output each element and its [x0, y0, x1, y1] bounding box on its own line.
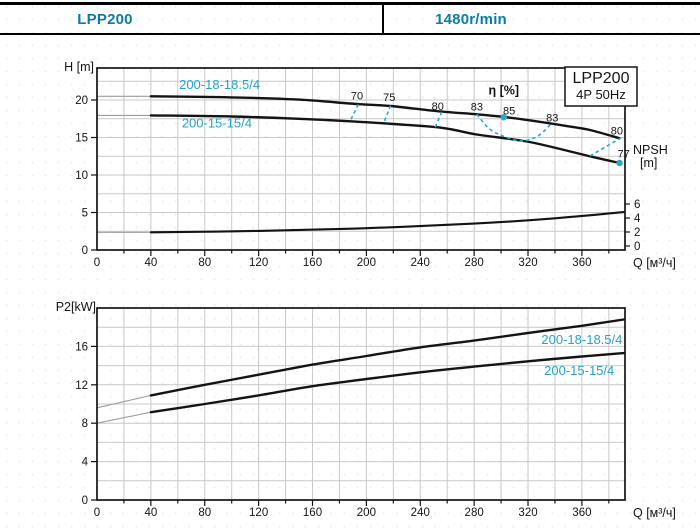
svg-text:H [m]: H [m] [64, 60, 94, 74]
svg-text:240: 240 [411, 507, 430, 519]
power-curve-labels: 200-18-18.5/4 200-15-15/4 [541, 332, 622, 378]
svg-text:0: 0 [82, 245, 88, 257]
svg-text:240: 240 [411, 257, 430, 269]
svg-text:0: 0 [94, 507, 100, 519]
svg-text:85: 85 [503, 105, 515, 117]
svg-text:5: 5 [82, 208, 88, 220]
svg-text:40: 40 [144, 257, 157, 269]
npsh-axis: 0 2 4 6 NPSH[m] [625, 143, 668, 253]
efficiency-markers: η [%] 70 75 80 83 85 83 80 77 [349, 83, 630, 167]
svg-text:80: 80 [198, 507, 211, 519]
svg-text:10: 10 [75, 170, 88, 182]
svg-text:0: 0 [82, 495, 88, 507]
svg-text:320: 320 [518, 507, 537, 519]
svg-text:360: 360 [572, 257, 591, 269]
svg-text:6: 6 [634, 199, 640, 211]
svg-text:320: 320 [518, 257, 537, 269]
power-axes: 0 40 80 120 160 200 240 280 320 360 0 4 8 12 16 P2[kW] Q… [56, 300, 676, 520]
svg-text:2: 2 [634, 227, 640, 239]
hq-curve-extensions [97, 95, 151, 233]
svg-text:P2[kW]: P2[kW] [56, 300, 96, 314]
svg-text:η [%]: η [%] [488, 83, 519, 97]
header-table: LPP200 1480r/min [0, 2, 700, 35]
svg-text:80: 80 [198, 257, 211, 269]
svg-text:20: 20 [75, 95, 88, 107]
svg-text:LPP200: LPP200 [573, 70, 630, 87]
svg-text:80: 80 [611, 126, 623, 138]
svg-text:77: 77 [618, 148, 630, 160]
header-model: LPP200 [77, 10, 133, 28]
header-divider [382, 5, 384, 33]
svg-text:280: 280 [465, 257, 484, 269]
svg-text:200: 200 [357, 257, 376, 269]
power-grid [97, 308, 625, 500]
svg-text:200-18-18.5/4: 200-18-18.5/4 [179, 77, 260, 92]
svg-text:NPSH: NPSH [633, 143, 668, 157]
svg-text:160: 160 [303, 507, 322, 519]
svg-text:[m]: [m] [640, 156, 657, 170]
svg-text:200-15-15/4: 200-15-15/4 [544, 363, 614, 378]
svg-text:40: 40 [144, 507, 157, 519]
hq-curve-labels: 200-18-18.5/4 200-15-15/4 [179, 77, 260, 130]
hq-grid [97, 68, 625, 250]
svg-text:160: 160 [303, 257, 322, 269]
power-curves [149, 318, 625, 414]
power-curve-extensions [96, 394, 152, 424]
svg-text:83: 83 [471, 102, 483, 114]
svg-text:280: 280 [465, 507, 484, 519]
header-speed: 1480r/min [435, 10, 507, 28]
svg-text:16: 16 [75, 341, 88, 353]
svg-text:120: 120 [249, 507, 268, 519]
svg-text:360: 360 [572, 507, 591, 519]
svg-text:200: 200 [357, 507, 376, 519]
svg-text:0: 0 [634, 241, 640, 253]
svg-text:4: 4 [82, 457, 89, 469]
svg-text:Q [м³/ч]: Q [м³/ч] [633, 256, 676, 270]
svg-text:Q [м³/ч]: Q [м³/ч] [633, 506, 676, 520]
svg-text:15: 15 [75, 133, 88, 145]
svg-text:4: 4 [634, 213, 641, 225]
svg-text:120: 120 [249, 257, 268, 269]
svg-text:70: 70 [351, 90, 363, 102]
svg-text:80: 80 [432, 101, 444, 113]
hq-curves [149, 95, 621, 165]
svg-text:4P 50Hz: 4P 50Hz [576, 87, 626, 102]
svg-text:0: 0 [94, 257, 100, 269]
svg-text:75: 75 [383, 92, 395, 104]
svg-text:83: 83 [546, 112, 558, 124]
svg-text:12: 12 [75, 380, 88, 392]
svg-text:200-15-15/4: 200-15-15/4 [182, 115, 252, 130]
svg-text:200-18-18.5/4: 200-18-18.5/4 [541, 332, 622, 347]
svg-text:8: 8 [82, 418, 88, 430]
npsh-curve [149, 211, 625, 234]
